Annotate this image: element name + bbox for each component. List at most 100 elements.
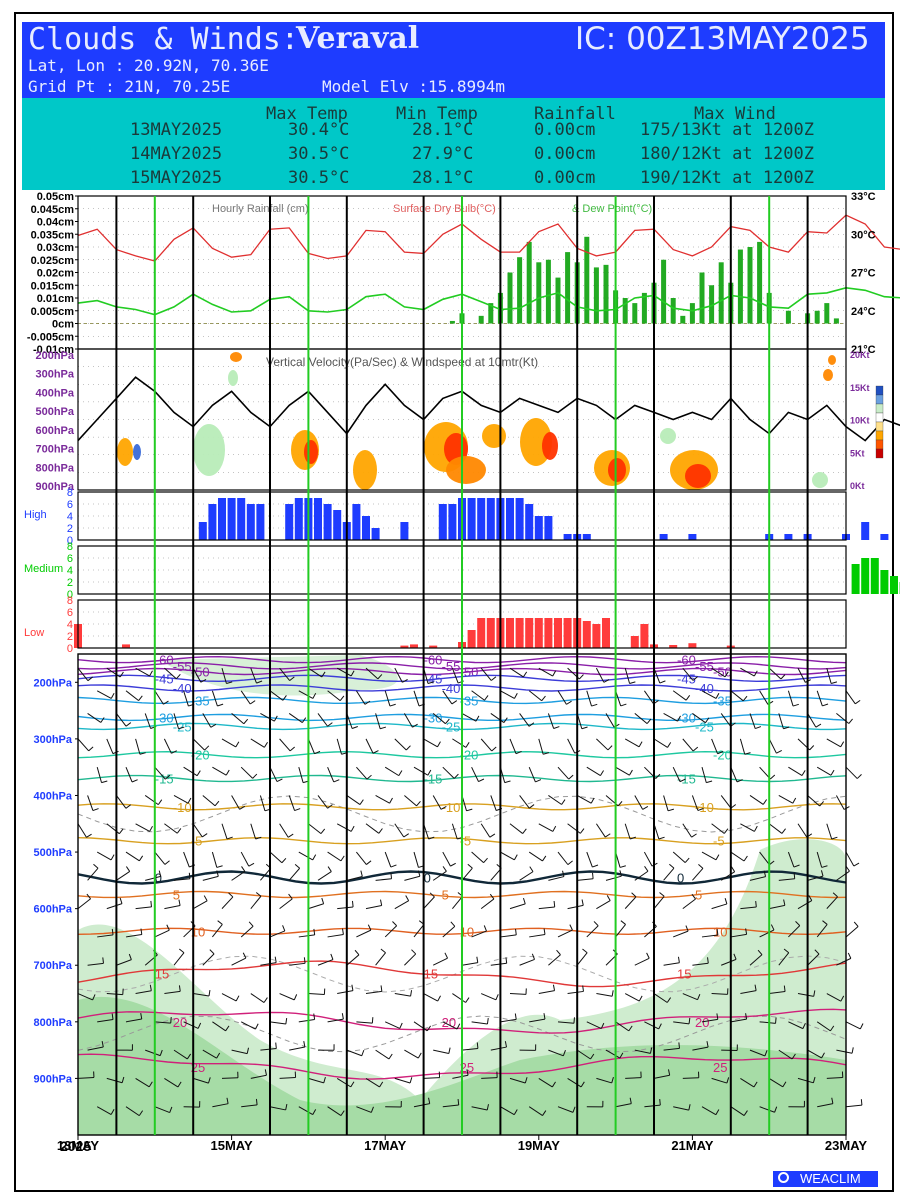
wind-barb-flag [164,774,171,780]
isotherm-label: -30 [424,710,443,725]
wind-barb-flag [685,695,691,701]
wind-barb-flag [607,745,613,751]
rain-bar [699,272,705,324]
wind-barb [701,1018,718,1023]
rain-y-tick: 0.01cm [37,293,75,305]
wind-barb-flag [466,808,473,812]
rain-bar [737,249,743,324]
wind-barb [221,668,227,684]
wind-barb [749,1049,766,1057]
isotherm-label: -45 [155,671,174,686]
wind-barb-flag [692,746,699,752]
wind-barb [807,953,820,966]
high-cloud-bar [208,504,217,540]
wind-barb-flag [314,750,321,755]
wind-barb [490,795,497,811]
wind-barb [433,1049,449,1054]
rain-bar [488,303,494,324]
high-cloud-bar [448,504,457,540]
wind-barb [816,1021,831,1032]
wind-barb [595,667,605,683]
wind-barb [567,823,581,834]
wind-barb-flag [178,726,185,730]
wind-barb-flag [688,1104,691,1111]
rain-panel-title: Hourly Rainfall (cm) [212,203,309,215]
wind-barb-flag [188,872,191,879]
wind-barb [816,690,823,707]
wind-barb [807,713,817,728]
wind-barb-flag [542,855,547,862]
wind-barb [528,1106,543,1116]
temp-y-tick: 33°C [851,191,876,203]
wind-barb [96,1106,112,1115]
wind-barb-flag [515,928,517,935]
wind-barb [711,738,719,754]
wind-barb [759,929,775,938]
wind-barb [653,738,668,748]
high-cloud-bar [198,522,207,540]
wind-barb [749,713,756,729]
isotherm-label: -40 [695,681,714,696]
wind-barb [826,823,833,840]
isotherm-label: -60 [424,653,443,668]
wind-barb [692,867,704,881]
wind-barb [452,895,463,909]
high-y-tick: 2 [67,523,73,535]
wind-barb [163,738,172,754]
wind-barb [500,1106,515,1116]
wind-barb [269,690,284,701]
wind-barb [730,851,745,862]
isotherm-label: 20 [442,1015,456,1030]
wind-barb-flag [341,1013,344,1020]
rain-y-tick: 0.04cm [37,217,75,229]
wind-barb-flag [822,703,829,707]
wind-barb [586,925,599,938]
wind-barb [836,870,850,881]
wind-barb-flag [562,1050,566,1057]
low-cloud-bar [630,636,639,648]
wind-barb-flag [164,860,170,865]
isotherm-label: -45 [677,671,696,686]
wind-barb-flag [228,892,234,898]
wind-barb [538,1077,553,1088]
high-cloud-bar [784,534,793,540]
rain-y-tick: 0.045cm [31,204,75,216]
dry-bulb-line [77,214,900,262]
summary-max: 30.5°C [288,168,350,188]
wind-barb-flag [646,718,652,724]
pressure-y-tick: 300hPa [33,734,72,746]
wind-barb-flag [604,833,611,838]
high-cloud-bar [563,534,572,540]
wind-barb-flag [782,1081,787,1088]
wind-barb-flag [312,1109,317,1115]
wind-barb-flag [214,800,220,807]
wind-barb-flag [340,855,345,862]
wind-barb-flag [566,700,572,705]
wind-barb [154,766,166,780]
isotherm-label: -40 [442,681,461,696]
wind-barb-flag [187,797,192,804]
wind-barb [643,851,653,867]
rain-bar [747,247,753,324]
wind-barb [115,795,127,809]
wind-barb [490,962,507,966]
wind-barb-flag [412,723,418,728]
wind-barb [807,795,820,807]
header-title-prefix: Clouds & Winds: [28,22,299,57]
wind-barb [298,1018,315,1023]
vv-y-tick: 400hPa [35,387,74,399]
wind-barb [327,1018,344,1023]
wind-barb [567,1077,582,1088]
wind-barb [509,993,527,995]
wind-barb-flag [562,870,565,877]
wind-barb-flag [437,995,441,1002]
wind-barb-flag [783,899,786,906]
wind-barb-flag [405,895,410,901]
wind-barb [269,851,283,864]
wind-barb [164,823,178,834]
wind-barb [672,766,681,782]
wind-barb [202,953,215,966]
wind-barb [212,766,227,776]
wind-barb-flag [543,1013,546,1020]
low-cloud-bar [429,645,438,648]
